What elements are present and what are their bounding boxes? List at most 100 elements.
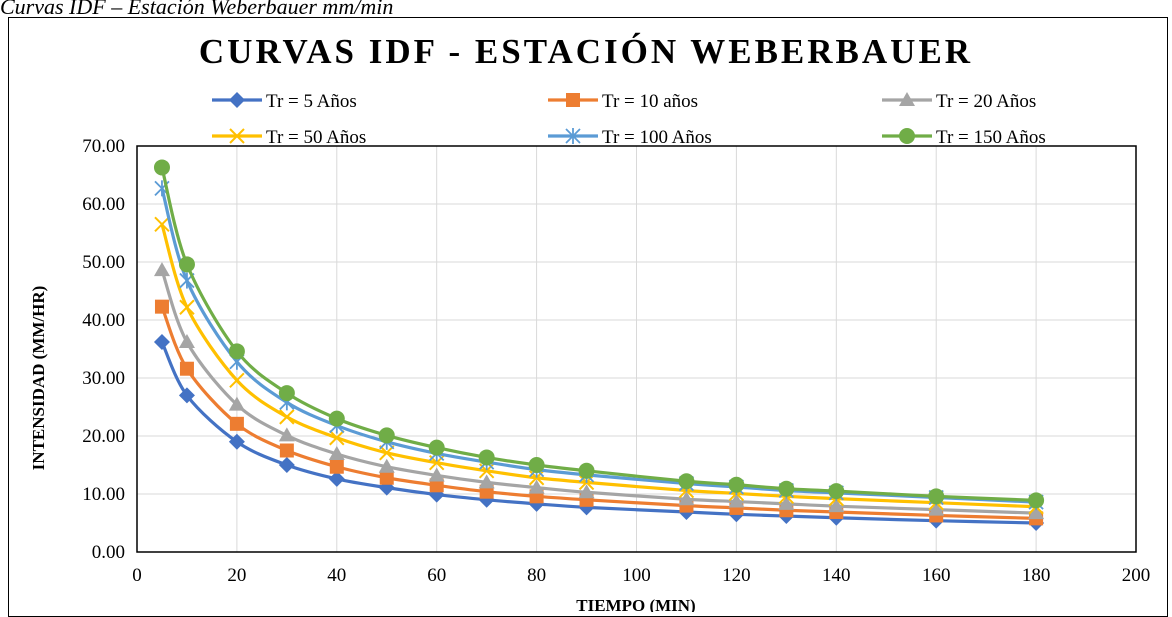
- data-point: [928, 501, 945, 516]
- series-group: [153, 159, 1045, 531]
- data-point: [179, 299, 195, 315]
- data-point: [1028, 492, 1045, 509]
- data-point: [179, 361, 194, 376]
- data-point: [328, 445, 345, 460]
- x-tick-label: 60: [427, 565, 446, 586]
- legend-item: Tr = 10 años: [548, 91, 698, 112]
- x-tick-label: 180: [1022, 565, 1051, 586]
- legend-marker: [566, 93, 580, 107]
- data-point: [279, 443, 294, 458]
- data-point: [428, 467, 445, 482]
- legend: Tr = 5 Años Tr = 10 años Tr = 20 Años Tr = …: [212, 91, 1046, 148]
- data-point: [828, 498, 845, 513]
- data-point: [728, 476, 745, 493]
- legend-item: Tr = 5 Años: [212, 91, 357, 112]
- y-tick-label: 10.00: [82, 484, 125, 505]
- data-point: [578, 462, 595, 479]
- legend-marker: [899, 128, 915, 144]
- data-point: [154, 216, 170, 233]
- data-point: [329, 430, 345, 446]
- data-point: [828, 483, 845, 500]
- data-point: [329, 459, 344, 474]
- legend-label: Tr = 10 años: [602, 91, 698, 112]
- data-point: [178, 334, 195, 349]
- y-axis-title: INTENSIDAD (MM/HR): [29, 286, 48, 471]
- data-point: [379, 445, 395, 461]
- series-2: [154, 299, 1044, 526]
- y-tick-label: 30.00: [82, 368, 125, 389]
- data-point: [678, 491, 695, 506]
- y-tick-label: 20.00: [82, 426, 125, 447]
- legend-label: Tr = 50 Años: [266, 127, 366, 148]
- x-tick-label: 200: [1122, 565, 1151, 586]
- data-point: [278, 427, 295, 442]
- chart-title: CURVAS IDF - ESTACIÓN WEBERBAUER: [199, 31, 973, 71]
- data-point: [528, 457, 545, 473]
- legend-marker: [899, 92, 915, 106]
- legend-marker: [229, 92, 245, 108]
- plot-area-border: [136, 145, 1137, 553]
- data-point: [478, 449, 495, 466]
- data-point: [328, 410, 345, 427]
- data-point: [328, 470, 345, 487]
- y-tick-label: 50.00: [82, 252, 125, 273]
- data-point: [178, 387, 195, 404]
- data-point: [228, 396, 245, 411]
- x-axis-title: TIEMPO (MIN): [576, 596, 695, 612]
- data-point: [229, 416, 244, 431]
- data-point: [228, 433, 245, 450]
- data-point: [578, 484, 595, 499]
- data-point: [153, 334, 170, 351]
- data-point: [178, 256, 195, 273]
- data-point: [378, 427, 395, 444]
- data-point: [379, 470, 394, 485]
- data-point: [778, 495, 795, 510]
- x-tick-label: 120: [722, 565, 751, 586]
- data-point: [154, 299, 169, 314]
- data-point: [278, 457, 295, 473]
- figure-caption: Curvas IDF – Estación Weberbauer mm/min: [0, 0, 394, 19]
- data-point: [153, 159, 170, 176]
- legend-marker: [565, 128, 581, 144]
- data-point: [428, 439, 445, 456]
- legend-label: Tr = 5 Años: [266, 91, 357, 112]
- x-tick-label: 160: [922, 565, 951, 586]
- x-tick-label: 100: [622, 565, 651, 586]
- gridlines: [136, 145, 1137, 553]
- data-point: [153, 262, 170, 277]
- legend-label: Tr = 150 Años: [936, 127, 1046, 148]
- data-point: [278, 385, 295, 402]
- legend-item: Tr = 100 Años: [548, 127, 712, 148]
- legend-label: Tr = 20 Años: [936, 91, 1036, 112]
- data-point: [528, 479, 545, 494]
- legend-item: Tr = 20 Años: [882, 91, 1036, 112]
- x-tick-label: 40: [327, 565, 346, 586]
- data-point: [478, 474, 495, 489]
- data-point: [1028, 505, 1045, 520]
- data-point: [678, 473, 695, 490]
- series-line: [160, 223, 1037, 509]
- data-point: [279, 409, 295, 425]
- legend-item: Tr = 150 Años: [882, 127, 1046, 148]
- legend-label: Tr = 100 Años: [602, 127, 712, 148]
- legend-marker: [229, 128, 245, 144]
- data-point: [229, 372, 245, 389]
- tick-labels: 0 20 40 60 80 100 120 140 160 180 200 0.00 10.00 20.0…: [82, 136, 1150, 586]
- y-tick-label: 60.00: [82, 194, 125, 215]
- data-point: [928, 488, 945, 505]
- x-tick-label: 80: [527, 565, 546, 586]
- y-tick-label: 0.00: [92, 542, 125, 563]
- y-tick-label: 40.00: [82, 310, 125, 331]
- data-point: [728, 493, 745, 508]
- x-tick-label: 140: [822, 565, 851, 586]
- data-point: [778, 480, 795, 497]
- x-tick-label: 0: [132, 565, 142, 586]
- series-3: [153, 262, 1045, 520]
- legend-item: Tr = 50 Años: [212, 127, 366, 148]
- y-tick-label: 70.00: [82, 136, 125, 157]
- series-line: [160, 306, 1037, 520]
- data-point: [378, 458, 395, 473]
- series-line: [160, 269, 1037, 515]
- data-point: [429, 478, 444, 493]
